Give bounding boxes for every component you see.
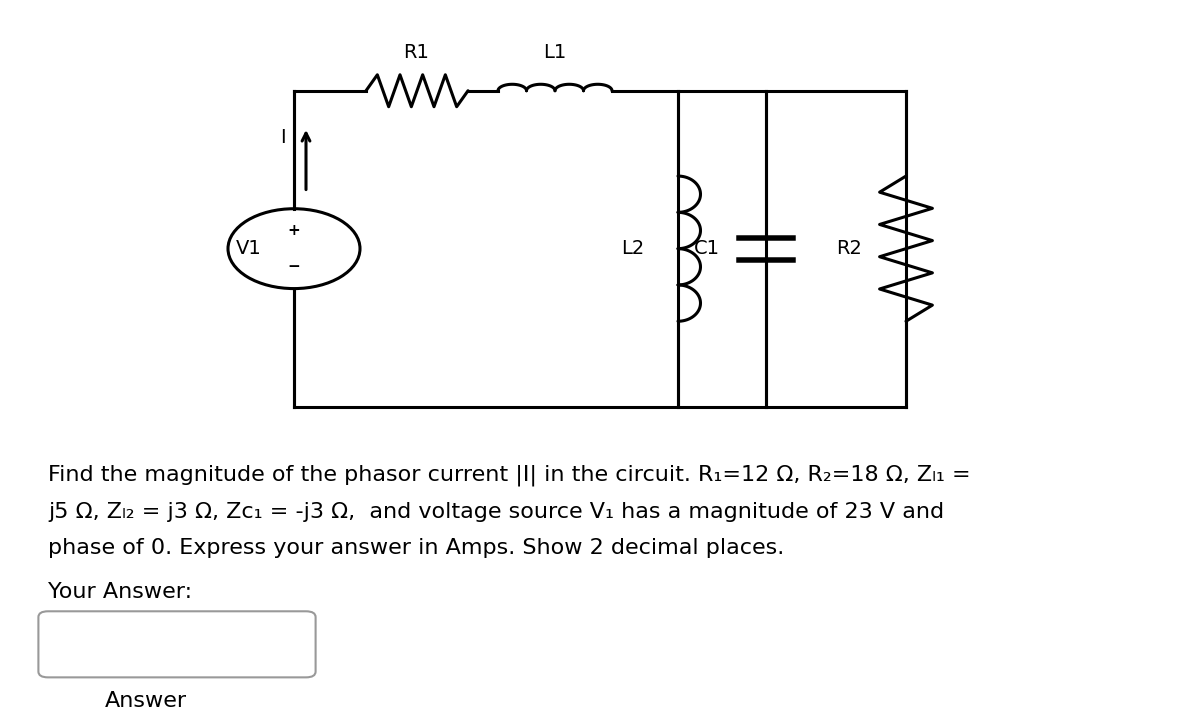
Circle shape xyxy=(228,209,360,289)
FancyBboxPatch shape xyxy=(38,611,316,677)
Text: L1: L1 xyxy=(542,43,566,62)
Text: phase of 0. Express your answer in Amps. Show 2 decimal places.: phase of 0. Express your answer in Amps.… xyxy=(48,538,785,558)
Text: Your Answer:: Your Answer: xyxy=(48,582,192,602)
Text: Answer: Answer xyxy=(104,690,187,711)
Text: R2: R2 xyxy=(835,239,862,258)
Text: V1: V1 xyxy=(236,239,262,258)
Text: −: − xyxy=(288,259,300,274)
Text: +: + xyxy=(288,223,300,238)
Text: R1: R1 xyxy=(403,43,430,62)
Text: Find the magnitude of the phasor current |I| in the circuit. R₁=12 Ω, R₂=18 Ω, Z: Find the magnitude of the phasor current… xyxy=(48,465,971,486)
Text: C1: C1 xyxy=(694,239,720,258)
Text: j5 Ω, Zₗ₂ = j3 Ω, Zᴄ₁ = -j3 Ω,  and voltage source V₁ has a magnitude of 23 V an: j5 Ω, Zₗ₂ = j3 Ω, Zᴄ₁ = -j3 Ω, and volta… xyxy=(48,502,944,522)
Text: I: I xyxy=(280,129,286,147)
Text: L2: L2 xyxy=(622,239,644,258)
